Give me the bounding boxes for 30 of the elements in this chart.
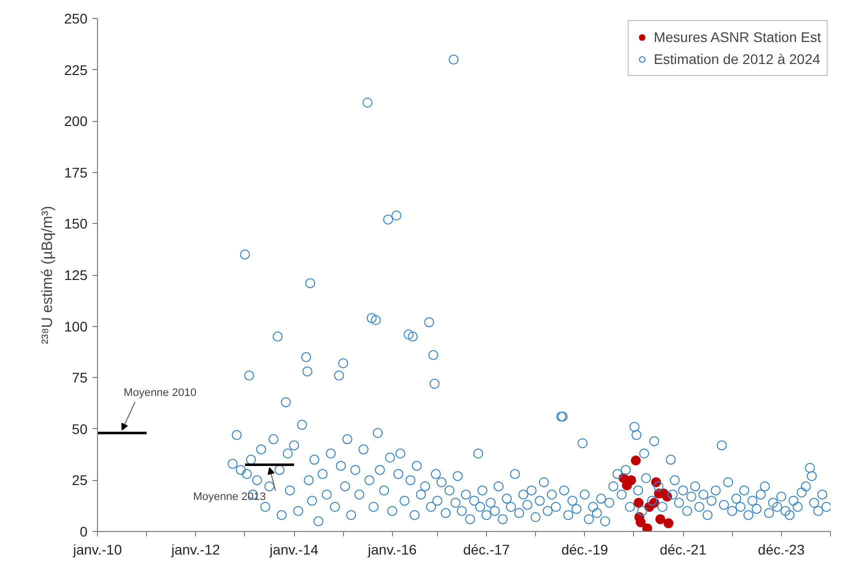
x-tick-label: janv.-14 (268, 542, 319, 558)
x-tick-label: déc.-19 (561, 542, 608, 558)
y-tick-label: 200 (64, 113, 88, 130)
point (655, 514, 666, 524)
y-tick-label: 75 (72, 370, 88, 386)
x-tick-label: déc.-23 (758, 542, 805, 558)
y-axis-title: ²³⁸U estimé (µBq/m³) (39, 206, 56, 344)
y-tick-label: 0 (80, 524, 88, 540)
y-tick-label: 100 (64, 318, 88, 334)
point (664, 518, 674, 528)
legend-label: Mesures ASNR Station Est (654, 29, 821, 45)
point (634, 498, 644, 508)
point (636, 517, 646, 528)
y-tick-label: 50 (72, 420, 88, 437)
y-tick-label: 125 (64, 267, 88, 283)
y-tick-label: 25 (72, 472, 88, 488)
x-tick-label: janv.-16 (366, 542, 417, 558)
y-tick-label: 225 (64, 62, 88, 78)
x-tick-label: janv.-10 (72, 542, 122, 558)
y-tick-label: 175 (64, 164, 88, 180)
point (630, 456, 641, 466)
point (642, 523, 652, 532)
point (626, 475, 636, 486)
x-tick-label: déc.-17 (463, 542, 510, 558)
x-tick-label: janv.-12 (170, 542, 220, 558)
x-tick-label: déc.-21 (660, 542, 707, 558)
text: Moyenne 2010 (124, 387, 196, 400)
y-tick-label: 150 (64, 216, 88, 232)
y-tick-label: 250 (64, 10, 88, 26)
legend-label: Estimation de 2012 à 2024 (654, 51, 820, 67)
